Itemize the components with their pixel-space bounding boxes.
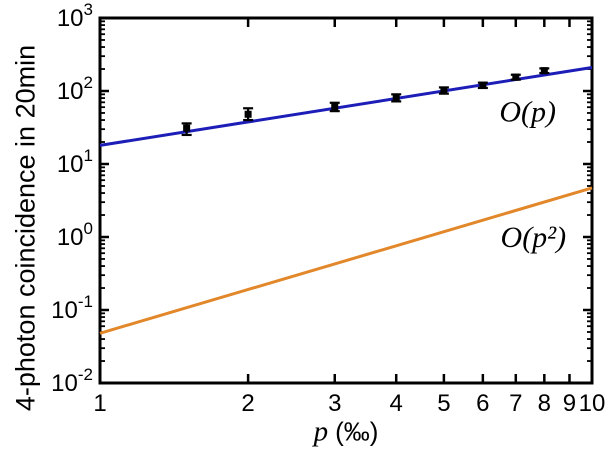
data-point <box>512 73 520 81</box>
x-tick-label: 3 <box>328 390 341 417</box>
y-axis-label: 4-photon coincidence in 20min <box>10 44 41 412</box>
y-tick-label: 103 <box>57 0 93 32</box>
data-point <box>392 94 400 102</box>
x-axis-unit: (‰) <box>335 416 379 447</box>
series-line-0 <box>99 65 593 147</box>
y-tick-label: 10-2 <box>51 365 93 397</box>
series-line-1 <box>99 186 593 335</box>
curve-label-0: O(p) <box>499 96 556 129</box>
x-axis-label: p (‰) <box>314 416 379 449</box>
x-tick-label: 5 <box>437 390 450 417</box>
x-tick-label: 10 <box>579 390 606 417</box>
data-point <box>479 81 487 89</box>
y-tick-label: 102 <box>57 73 93 105</box>
plot-box <box>98 16 594 385</box>
data-point <box>244 110 252 118</box>
x-tick-label: 4 <box>390 390 403 417</box>
y-tick-label: 10-1 <box>51 292 93 324</box>
data-point <box>440 86 448 94</box>
curve-label-1: O(p²) <box>501 221 567 254</box>
y-tick-label: 101 <box>57 146 93 178</box>
x-tick-label: 9 <box>563 390 576 417</box>
data-point <box>331 103 339 111</box>
x-tick-label: 8 <box>538 390 551 417</box>
x-axis-variable: p <box>313 415 329 448</box>
y-tick-label: 100 <box>57 219 93 251</box>
x-tick-label: 1 <box>93 390 106 417</box>
data-point <box>183 124 191 132</box>
x-tick-label: 7 <box>509 390 522 417</box>
x-tick-label: 6 <box>476 390 489 417</box>
data-point <box>540 67 548 75</box>
x-tick-label: 2 <box>241 390 254 417</box>
